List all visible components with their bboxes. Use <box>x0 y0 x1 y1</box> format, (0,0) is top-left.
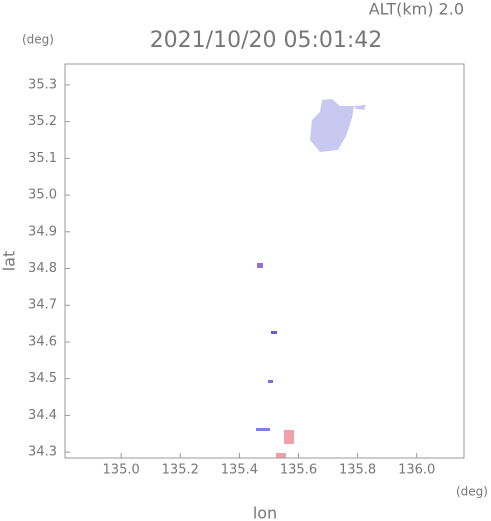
y-unit: (deg) <box>22 33 54 47</box>
y-tick-label: 34.8 <box>28 261 57 276</box>
y-tick-label: 35.2 <box>28 114 57 129</box>
y-tick-label: 34.9 <box>28 224 57 239</box>
x-tick-label: 135.8 <box>339 463 376 478</box>
echo <box>256 428 270 431</box>
chart-title: 2021/10/20 05:01:42 <box>150 28 383 53</box>
x-tick-label: 135.4 <box>221 463 258 478</box>
x-tick-label: 136.0 <box>398 463 435 478</box>
altitude-label: ALT(km) 2.0 <box>369 0 464 19</box>
y-tick-label: 35.3 <box>28 77 57 92</box>
echoes <box>256 99 366 458</box>
y-tick-label: 35.0 <box>28 188 57 203</box>
echo <box>268 380 273 383</box>
x-tick-label: 135.2 <box>162 463 199 478</box>
echo <box>310 99 354 152</box>
echo <box>354 105 366 110</box>
echo <box>284 430 294 444</box>
y-tick-label: 34.3 <box>28 445 57 460</box>
y-tick-label: 34.4 <box>28 408 57 423</box>
y-tick-label: 35.1 <box>28 151 57 166</box>
echo <box>271 331 277 334</box>
y-axis-label: lat <box>0 251 19 272</box>
echo <box>257 263 263 268</box>
x-tick-label: 135.6 <box>280 463 317 478</box>
y-tick-label: 34.7 <box>28 298 57 313</box>
x-tick-label: 135.0 <box>103 463 140 478</box>
y-tick-label: 34.5 <box>28 371 57 386</box>
x-unit: (deg) <box>456 485 488 499</box>
x-axis-label: lon <box>253 504 277 521</box>
echo <box>276 453 286 458</box>
y-tick-label: 34.6 <box>28 334 57 349</box>
plot-frame <box>64 63 465 459</box>
